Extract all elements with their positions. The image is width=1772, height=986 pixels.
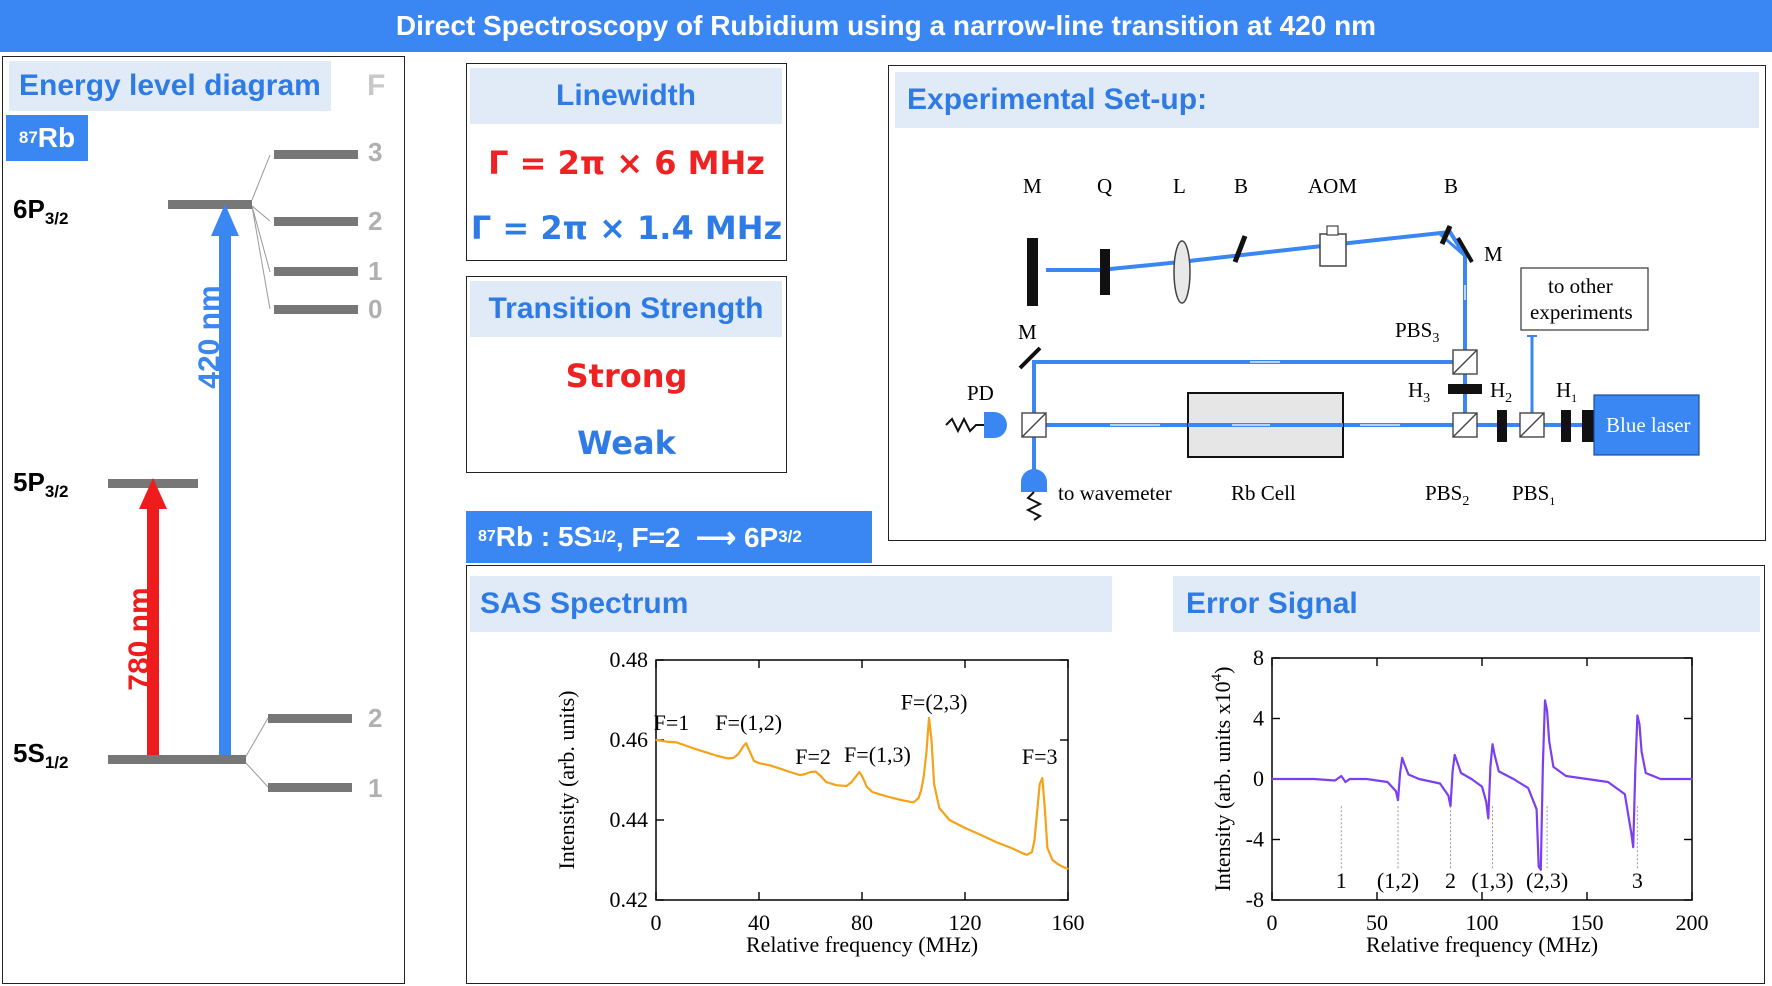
transition-lower: Rb : 5S (495, 521, 593, 552)
linewidth-header: Linewidth (470, 68, 782, 124)
hf-6p-f1-label: 1 (368, 256, 383, 286)
hf-5s-f1-label: 1 (368, 773, 383, 803)
setup-title: Experimental Set-up: (907, 83, 1208, 116)
linewidth-panel: Linewidth Γ = 2π × 6 MHz Γ = 2π × 1.4 MH… (466, 63, 787, 261)
level-5p-label: 5P3/2 (13, 467, 69, 502)
energy-level-panel: Energy level diagram F 87 Rb (2, 56, 405, 984)
setup-header: Experimental Set-up: (895, 72, 1759, 128)
hf-6p-f2-label: 2 (368, 206, 383, 236)
transition-mass-number: 87 (478, 528, 496, 545)
strength-panel: Transition Strength Strong Weak (466, 276, 787, 473)
level-5s-label: 5S1/2 (13, 738, 69, 773)
isotope-mass-number: 87 (18, 128, 38, 147)
strength-weak-label: Weak (577, 424, 676, 462)
arrow-780nm-label: 780 nm (123, 587, 156, 691)
transition-lower-sub: 1/2 (592, 527, 616, 546)
linewidth-red-value: Γ = 2π × 6 MHz (488, 144, 765, 182)
error-title: Error Signal (1186, 587, 1358, 620)
hf-6p-f0-label: 0 (368, 294, 383, 324)
energy-level-title: Energy level diagram (19, 69, 321, 102)
energy-level-header: Energy level diagram (9, 61, 331, 111)
isotope-badge: 87 Rb (6, 115, 88, 161)
strength-header: Transition Strength (470, 281, 782, 337)
sas-title: SAS Spectrum (480, 587, 689, 620)
transition-upper: , F=2 ⟶ 6P (615, 521, 779, 553)
transition-upper-sub: 3/2 (778, 527, 802, 546)
arrow-420nm-label: 420 nm (193, 285, 226, 389)
level-6p-label: 6P3/2 (13, 194, 69, 229)
linewidth-blue-value: Γ = 2π × 1.4 MHz (470, 209, 783, 247)
strength-strong-label: Strong (565, 357, 688, 395)
hf-5s-f2-label: 2 (368, 703, 383, 733)
hf-6p-f3-label: 3 (368, 137, 383, 167)
transition-badge: 87 Rb : 5S 1/2 , F=2 ⟶ 6P 3/2 (466, 511, 872, 563)
f-column-label: F (367, 69, 386, 102)
strength-title: Transition Strength (488, 292, 764, 325)
linewidth-title: Linewidth (556, 79, 696, 112)
error-header: Error Signal (1173, 576, 1760, 632)
page-title: Direct Spectroscopy of Rubidium using a … (395, 10, 1377, 41)
isotope-symbol: Rb (37, 122, 76, 153)
spectra-panel: SAS Spectrum Error Signal (466, 565, 1765, 984)
sas-header: SAS Spectrum (470, 576, 1112, 632)
setup-panel: Experimental Set-up: (888, 65, 1766, 541)
title-banner: Direct Spectroscopy of Rubidium using a … (0, 0, 1772, 52)
